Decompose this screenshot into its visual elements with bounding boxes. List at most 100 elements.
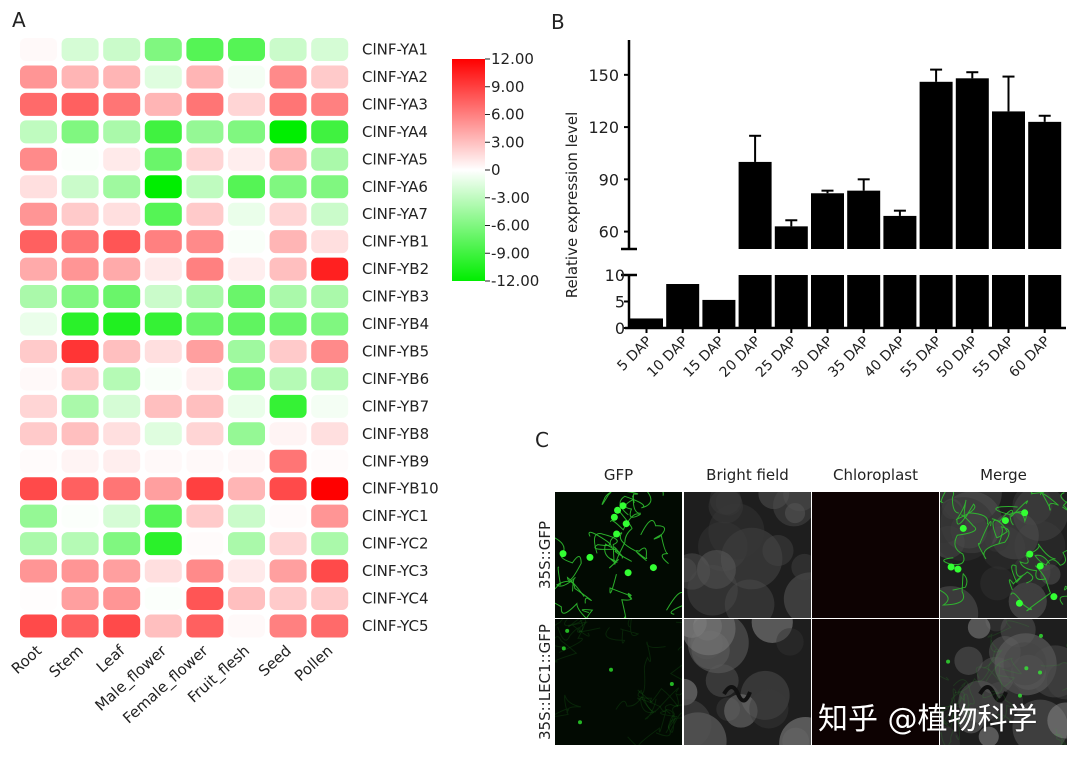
micrograph-chloroplast	[812, 619, 939, 745]
heatmap-cell	[61, 394, 99, 418]
heatmap-cell	[228, 367, 265, 391]
heatmap-cell	[61, 614, 99, 638]
microscopy-column-label: Merge	[980, 466, 1027, 484]
heatmap-cell	[144, 504, 182, 528]
heatmap-cell	[144, 422, 182, 446]
heatmap-cell	[103, 559, 141, 583]
heatmap-cell	[103, 120, 141, 144]
heatmap-cell	[144, 367, 182, 391]
colorbar-tick-label: -9.00	[491, 244, 530, 262]
heatmap-cell	[228, 147, 265, 171]
heatmap-cell	[103, 38, 141, 61]
heatmap-cell	[228, 120, 265, 144]
heatmap-cell	[144, 285, 182, 309]
bar-upper	[847, 190, 881, 249]
heatmap-cell	[20, 422, 57, 446]
heatmap-cell	[20, 120, 57, 144]
heatmap-cell	[61, 422, 99, 446]
panel-label-c: C	[535, 428, 549, 452]
heatmap-cell	[103, 147, 141, 171]
heatmap-cell	[269, 65, 307, 89]
heatmap-cell	[144, 449, 182, 473]
heatmap-cell	[61, 285, 99, 309]
heatmap-cell	[20, 312, 57, 336]
heatmap-cell	[144, 559, 182, 583]
microscopy-column-label: Bright field	[706, 466, 789, 484]
heatmap-cell	[20, 477, 57, 501]
microscopy-row-label: 35S::GFP	[536, 520, 554, 590]
row-label: ClNF-YB3	[362, 288, 429, 306]
heatmap-cell	[61, 65, 99, 89]
heatmap-cell	[186, 175, 224, 199]
heatmap-cell	[20, 614, 57, 638]
y-tick-label: 10	[605, 266, 625, 285]
heatmap-cell	[228, 532, 265, 556]
bar-upper	[738, 161, 772, 249]
heatmap-cell	[269, 614, 307, 638]
bar	[630, 318, 663, 328]
heatmap-cell	[269, 339, 307, 363]
heatmap-cell	[144, 147, 182, 171]
column-label: Pollen	[291, 642, 336, 685]
heatmap-cell	[144, 312, 182, 336]
heatmap-cell	[20, 394, 57, 418]
panel-label-b: B	[551, 10, 565, 34]
heatmap-cell	[103, 422, 141, 446]
heatmap-cell	[20, 339, 57, 363]
microscopy-column-label: GFP	[603, 466, 634, 484]
heatmap-cell	[186, 449, 224, 473]
heatmap-cell	[20, 559, 57, 583]
bar-upper	[919, 81, 953, 249]
heatmap-cell	[269, 394, 307, 418]
micrograph-gfp	[555, 492, 682, 618]
colorbar-tick-label: -3.00	[491, 189, 530, 207]
heatmap-cell	[228, 449, 265, 473]
heatmap-cell	[186, 92, 224, 116]
heatmap-cell	[311, 120, 349, 144]
row-label: ClNF-YA4	[362, 123, 428, 141]
column-label: Seed	[255, 642, 295, 680]
bar	[992, 275, 1025, 328]
panel-label-a: A	[12, 8, 26, 32]
heatmap-cell	[186, 257, 224, 281]
heatmap-cell	[61, 175, 99, 199]
y-tick-label: 90	[599, 170, 619, 189]
microscopy-column-label: Chloroplast	[833, 466, 918, 484]
heatmap-cell	[61, 532, 99, 556]
colorbar-tick-label: 12.00	[491, 50, 534, 68]
heatmap-cell	[61, 587, 99, 610]
row-label: ClNF-YB1	[362, 233, 429, 251]
heatmap-cell	[228, 285, 265, 309]
heatmap-cell	[103, 587, 141, 610]
heatmap-cell	[103, 449, 141, 473]
heatmap-cell	[228, 477, 265, 501]
heatmap-cell	[186, 202, 224, 226]
heatmap-cell	[269, 230, 307, 254]
heatmap-cell	[144, 587, 182, 610]
row-label: ClNF-YC4	[362, 590, 428, 608]
heatmap-cell	[103, 65, 141, 89]
colorbar-tick-label: 6.00	[491, 106, 524, 124]
heatmap-cell	[144, 394, 182, 418]
bar-upper	[992, 111, 1025, 250]
heatmap-cell	[311, 257, 349, 281]
y-tick-label: 150	[588, 66, 619, 85]
heatmap-cell	[228, 257, 265, 281]
heatmap-cell	[311, 532, 349, 556]
heatmap-cell	[311, 230, 349, 254]
heatmap-cell	[311, 394, 349, 418]
x-tick-label: 60 DAP	[1006, 334, 1053, 381]
heatmap-cell	[20, 367, 57, 391]
heatmap-cell	[228, 339, 265, 363]
row-label: ClNF-YC2	[362, 535, 428, 553]
bar-upper	[1028, 121, 1062, 249]
heatmap-cell	[311, 65, 349, 89]
bar	[774, 275, 808, 328]
heatmap-cell	[20, 285, 57, 309]
heatmap-cell	[103, 202, 141, 226]
heatmap-cell	[61, 147, 99, 171]
heatmap-cell	[61, 477, 99, 501]
heatmap-cell	[186, 504, 224, 528]
heatmap-cell	[144, 257, 182, 281]
